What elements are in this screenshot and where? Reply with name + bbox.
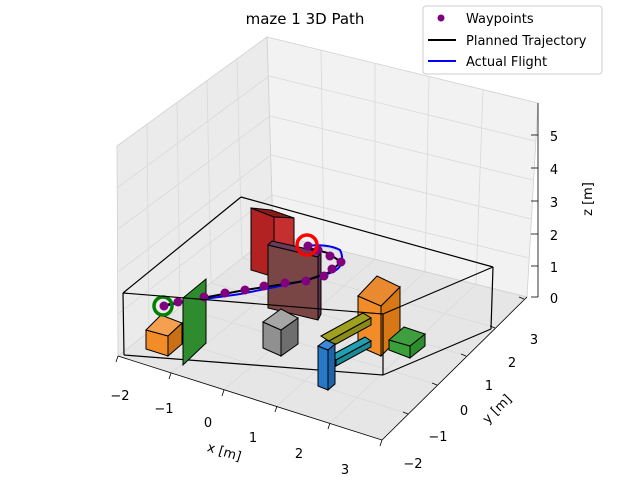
z-ticks xyxy=(531,134,538,298)
obstacle-cyan-beam xyxy=(329,336,372,367)
y-tick-label: 2 xyxy=(508,356,516,371)
map-boundary-back xyxy=(122,196,494,376)
y-tick-label: 1 xyxy=(485,379,493,394)
waypoint xyxy=(220,288,230,298)
y-tick-label: −2 xyxy=(403,457,422,472)
x-ticks xyxy=(115,355,383,447)
x-tick-label: −2 xyxy=(110,389,129,404)
x-tick-labels: −2 −1 0 1 2 3 xyxy=(110,389,349,478)
x-axis-line xyxy=(117,355,383,441)
obstacle-green-wall xyxy=(182,277,207,367)
legend-label: Planned Trajectory xyxy=(466,34,587,49)
waypoint xyxy=(303,241,313,251)
waypoint xyxy=(301,276,311,286)
obstacle-olive-beam xyxy=(320,312,372,349)
goal-marker xyxy=(295,233,319,257)
legend: Waypoints Planned Trajectory Actual Flig… xyxy=(422,5,603,75)
waypoint xyxy=(259,281,269,291)
z-tick-label: 4 xyxy=(550,163,558,178)
start-marker xyxy=(152,295,174,317)
x-tick-label: 0 xyxy=(204,416,212,431)
z-tick-label: 0 xyxy=(550,292,558,307)
waypoint xyxy=(240,285,250,295)
y-tick-labels: −2 −1 0 1 2 3 xyxy=(403,333,538,472)
z-tick-label: 3 xyxy=(550,196,558,211)
obstacles xyxy=(145,207,427,392)
y-axis-label: y [m] xyxy=(480,392,515,427)
obstacle-green-box xyxy=(387,326,427,360)
x-tick-label: 2 xyxy=(295,447,303,462)
z-tick-label: 1 xyxy=(550,261,558,276)
x-tick-label: −1 xyxy=(154,402,173,417)
y-tick-label: 3 xyxy=(530,333,538,348)
z-tick-labels: 0 1 2 3 4 5 xyxy=(550,130,558,307)
x-axis-label: x [m] xyxy=(205,440,243,464)
waypoint xyxy=(173,297,183,307)
waypoint xyxy=(327,264,337,274)
y-tick-label: 0 xyxy=(460,404,468,419)
y-tick-label: −1 xyxy=(428,430,447,445)
obstacle-blue-pillar xyxy=(316,339,336,392)
legend-frame xyxy=(422,5,603,75)
chart-title: maze 1 3D Path xyxy=(246,10,365,28)
x-tick-label: 3 xyxy=(341,463,349,478)
legend-waypoints-marker xyxy=(437,14,445,22)
waypoint xyxy=(336,257,346,267)
legend-label: Waypoints xyxy=(466,12,534,27)
z-tick-label: 2 xyxy=(550,229,558,244)
z-axis-label: z [m] xyxy=(581,182,596,216)
obstacle-orange-box xyxy=(145,314,183,358)
map-boundary-front xyxy=(122,266,494,376)
waypoints xyxy=(159,241,346,311)
z-tick-label: 5 xyxy=(550,130,558,145)
legend-label: Actual Flight xyxy=(466,55,547,70)
waypoint xyxy=(159,301,169,311)
waypoint xyxy=(325,251,335,261)
x-tick-label: 1 xyxy=(249,431,257,446)
y-axis-line xyxy=(381,296,528,441)
obstacle-gray-block xyxy=(262,308,299,357)
waypoint xyxy=(280,278,290,288)
waypoint xyxy=(319,271,329,281)
